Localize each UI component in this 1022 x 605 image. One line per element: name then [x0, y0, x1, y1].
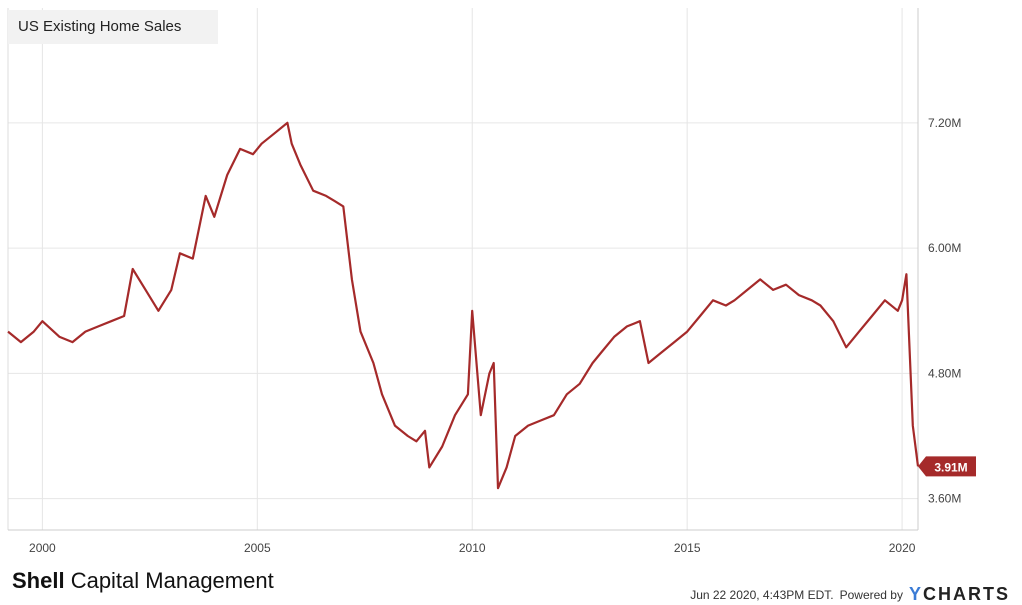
logo-y: Y — [908, 584, 923, 604]
x-tick-label: 2005 — [244, 541, 271, 555]
chart-title: US Existing Home Sales — [18, 18, 182, 35]
y-tick-label: 4.80M — [928, 366, 961, 380]
x-tick-label: 2020 — [889, 541, 916, 555]
series-layer — [7, 121, 920, 490]
series-line — [7, 121, 920, 490]
chart-title-box: US Existing Home Sales — [8, 10, 218, 44]
brand-footer: Shell Capital Management — [12, 568, 274, 594]
brand-rest: Capital Management — [64, 568, 274, 593]
last-value-label: 3.91M — [934, 460, 967, 474]
axes: 2000 2005 2010 2015 2020 3.60M 4.80M 6.00M 7.20M — [7, 8, 961, 555]
brand-bold: Shell — [12, 568, 65, 593]
x-tick-label: 2000 — [29, 541, 56, 555]
last-value-badge: 3.91M — [918, 456, 976, 477]
powered-by: Powered by — [839, 587, 903, 602]
x-tick-label: 2010 — [459, 541, 486, 555]
grid — [8, 8, 918, 530]
x-tick-label: 2015 — [674, 541, 701, 555]
y-tick-label: 3.60M — [928, 492, 961, 506]
timestamp: Jun 22 2020, 4:43PM EDT. — [690, 587, 834, 602]
last-value-shape — [918, 456, 976, 477]
y-tick-label: 7.20M — [928, 116, 961, 130]
labels: 3.91M — [918, 456, 976, 477]
attribution: Jun 22 2020, 4:43PM EDT. Powered by YCHA… — [690, 584, 1010, 605]
ycharts-logo[interactable]: YCHARTS — [909, 584, 1010, 605]
logo-text: CHARTS — [923, 584, 1010, 604]
y-tick-label: 6.00M — [928, 241, 961, 255]
